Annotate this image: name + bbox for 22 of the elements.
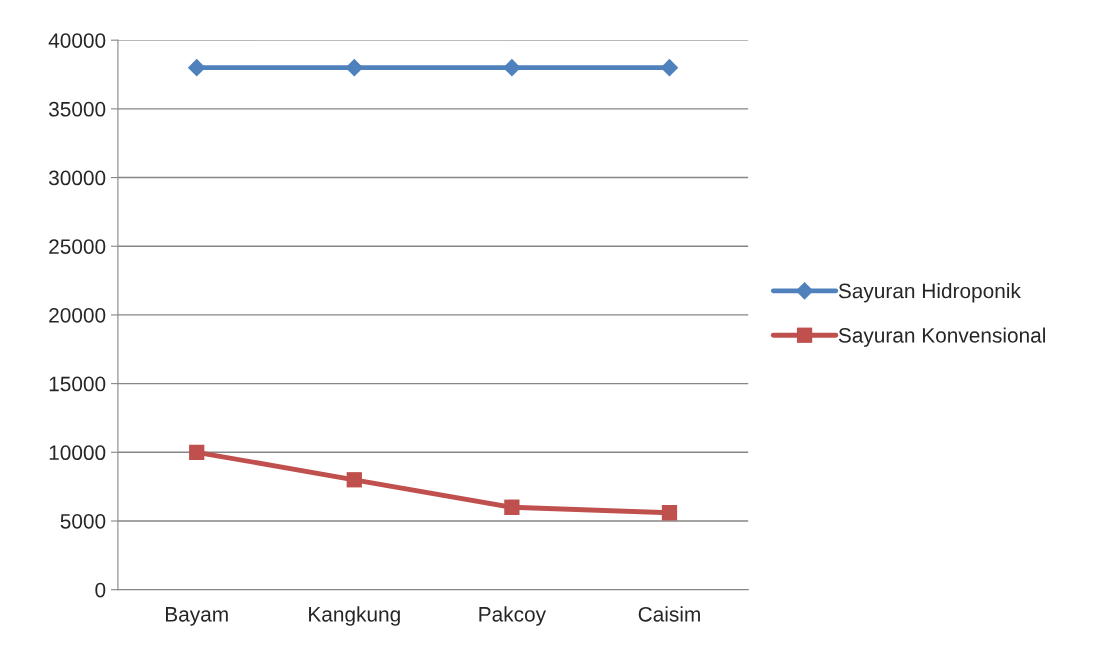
point <box>503 58 521 77</box>
legend-label: Sayuran Hidroponik <box>838 283 1021 303</box>
x-tick-label: Pakcoy <box>479 606 546 626</box>
point <box>660 58 679 77</box>
point <box>189 444 205 460</box>
legend-label: Sayuran Konvensional <box>838 327 1045 347</box>
y-tick-label: 35000 <box>48 101 106 117</box>
x-tick-label: Kangkung <box>309 606 400 626</box>
y-tick-label: 40000 <box>48 33 106 48</box>
y-tick-label: 0 <box>95 582 106 598</box>
point <box>187 58 206 77</box>
y-tick-label: 20000 <box>49 307 106 323</box>
y-tick-label: 30000 <box>48 170 106 186</box>
y-tick-label: 15000 <box>49 376 106 392</box>
y-tick-label: 5000 <box>60 513 106 529</box>
point <box>661 505 678 521</box>
point <box>346 472 362 488</box>
y-tick-label: 10000 <box>49 445 106 461</box>
y-tick-label: 25000 <box>49 239 106 254</box>
x-tick-label: Bayam <box>166 607 228 626</box>
point <box>504 499 520 515</box>
x-tick-label: Caisim <box>638 606 700 622</box>
